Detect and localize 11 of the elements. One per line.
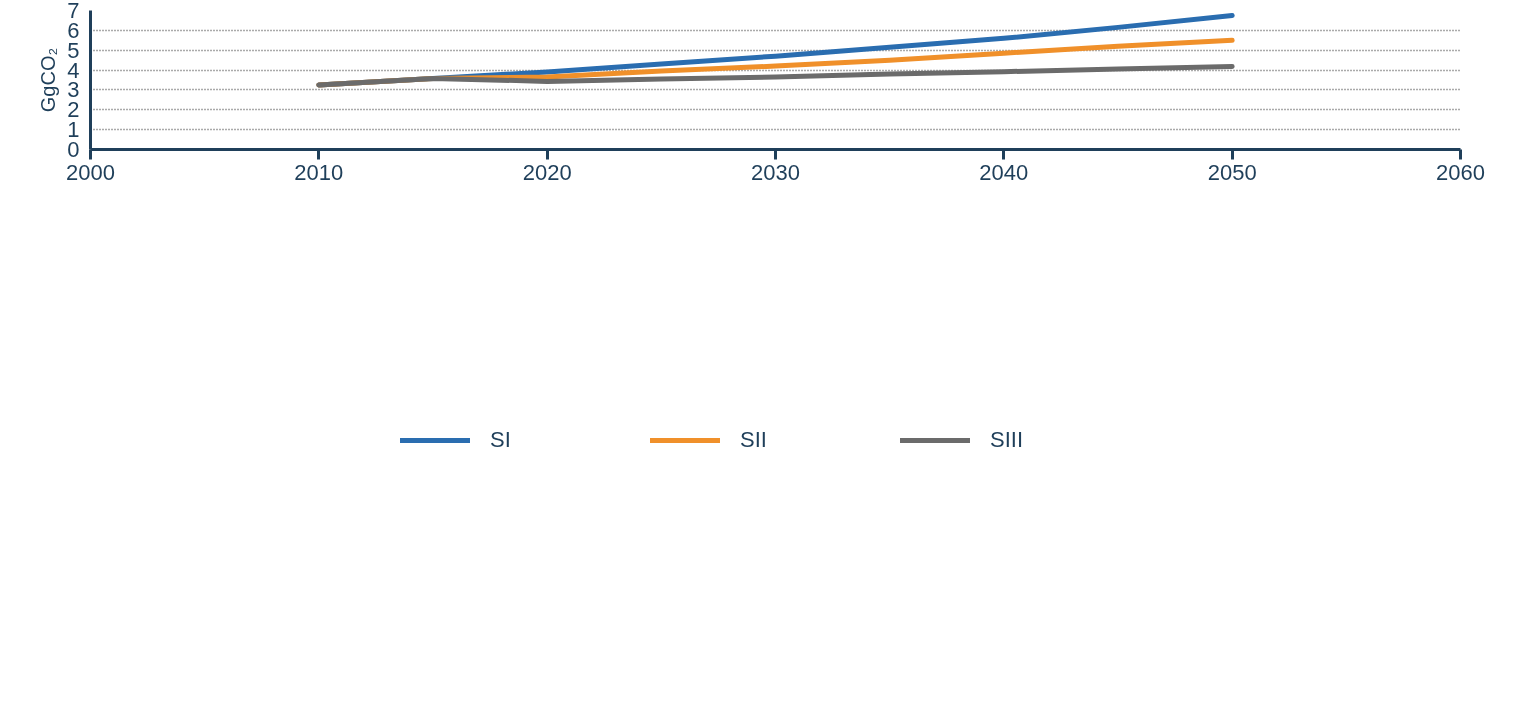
legend-label: SI: [490, 427, 512, 453]
y-axis-title: GgCO₂: [37, 47, 60, 113]
legend-label: SIII: [990, 427, 1024, 453]
x-tick-label: 2030: [751, 159, 800, 185]
x-tick-label: 2010: [294, 159, 344, 185]
x-tick-label: 2020: [522, 159, 572, 185]
x-tick-label: 2060: [1436, 159, 1485, 185]
x-tick-label: 2000: [66, 159, 115, 185]
x-tick-label: 2050: [1207, 159, 1257, 185]
legend-label: SII: [740, 427, 768, 453]
x-tick-label: 2040: [979, 159, 1029, 185]
